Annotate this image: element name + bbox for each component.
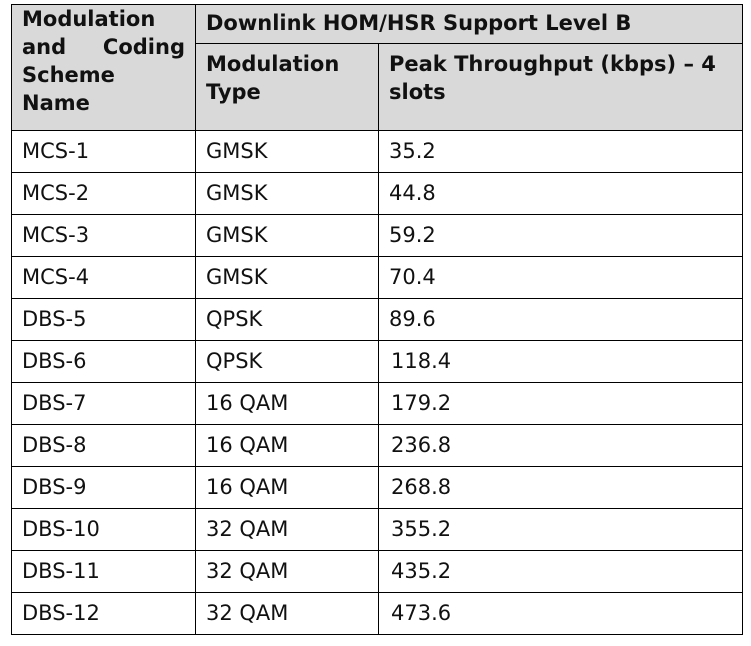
modulation-type-cell: GMSK <box>195 172 379 215</box>
peak-throughput-cell: 236.8 <box>377 424 744 467</box>
peak-throughput-cell: 435.2 <box>377 550 744 593</box>
mcs-name-cell: DBS-7 <box>11 382 196 425</box>
table-row: DBS-5 QPSK 89.6 <box>11 298 744 341</box>
mcs-name-cell: DBS-12 <box>11 592 196 635</box>
subheader-row: Modulation Type Peak Throughput (kbps) –… <box>12 43 744 131</box>
mcs-name-cell: DBS-5 <box>11 298 196 341</box>
peak-throughput-cell: 118.4 <box>377 340 744 383</box>
header-group-downlink: Downlink HOM/HSR Support Level B <box>194 4 744 44</box>
modulation-type-cell: 32 QAM <box>195 508 379 551</box>
table-body: MCS-1 GMSK 35.2 MCS-2 GMSK 44.8 MCS-3 GMSK 59.2 M… <box>11 130 744 635</box>
mcs-name-cell: DBS-6 <box>11 340 196 383</box>
mcs-name-cell: MCS-1 <box>11 130 196 173</box>
peak-throughput-cell: 179.2 <box>377 382 744 425</box>
table-row: DBS-10 32 QAM 355.2 <box>11 508 744 551</box>
table-row: DBS-12 32 QAM 473.6 <box>11 592 744 635</box>
peak-throughput-cell: 268.8 <box>377 466 744 509</box>
header-modulation-type: Modulation Type <box>195 43 379 131</box>
modulation-type-cell: 16 QAM <box>195 382 379 425</box>
table-row: DBS-8 16 QAM 236.8 <box>11 424 744 467</box>
modulation-type-cell: QPSK <box>195 340 379 383</box>
header-mcs-name: Modulation and Coding Scheme Name <box>11 4 196 131</box>
modulation-type-cell: QPSK <box>195 298 379 341</box>
mcs-name-cell: MCS-4 <box>11 256 196 299</box>
modulation-type-cell: GMSK <box>195 214 379 257</box>
mcs-name-cell: DBS-9 <box>11 466 196 509</box>
modulation-type-cell: 32 QAM <box>195 550 379 593</box>
peak-throughput-cell: 355.2 <box>377 508 744 551</box>
table-row: DBS-6 QPSK 118.4 <box>11 340 744 383</box>
peak-throughput-cell: 35.2 <box>377 130 744 173</box>
modulation-type-cell: 32 QAM <box>195 592 379 635</box>
header-peak-throughput: Peak Throughput (kbps) – 4 slots <box>377 43 744 131</box>
table-row: DBS-11 32 QAM 435.2 <box>11 550 744 593</box>
header-row: Modulation and Coding Scheme Name Downli… <box>11 4 744 131</box>
table-row: DBS-9 16 QAM 268.8 <box>11 466 744 509</box>
mcs-name-cell: MCS-2 <box>11 172 196 215</box>
table-row: MCS-1 GMSK 35.2 <box>11 130 744 173</box>
mcs-throughput-table: Modulation and Coding Scheme Name Downli… <box>11 4 744 635</box>
table-row: MCS-2 GMSK 44.8 <box>11 172 744 215</box>
table-row: DBS-7 16 QAM 179.2 <box>11 382 744 425</box>
modulation-type-cell: GMSK <box>195 130 379 173</box>
modulation-type-cell: 16 QAM <box>195 466 379 509</box>
peak-throughput-cell: 59.2 <box>377 214 744 257</box>
mcs-name-cell: DBS-8 <box>11 424 196 467</box>
peak-throughput-cell: 44.8 <box>377 172 744 215</box>
mcs-name-cell: MCS-3 <box>11 214 196 257</box>
mcs-name-cell: DBS-11 <box>11 550 196 593</box>
mcs-name-cell: DBS-10 <box>11 508 196 551</box>
peak-throughput-cell: 473.6 <box>377 592 744 635</box>
modulation-type-cell: GMSK <box>195 256 379 299</box>
table-row: MCS-4 GMSK 70.4 <box>11 256 744 299</box>
peak-throughput-cell: 89.6 <box>377 298 744 341</box>
modulation-type-cell: 16 QAM <box>195 424 379 467</box>
table-row: MCS-3 GMSK 59.2 <box>11 214 744 257</box>
peak-throughput-cell: 70.4 <box>377 256 744 299</box>
